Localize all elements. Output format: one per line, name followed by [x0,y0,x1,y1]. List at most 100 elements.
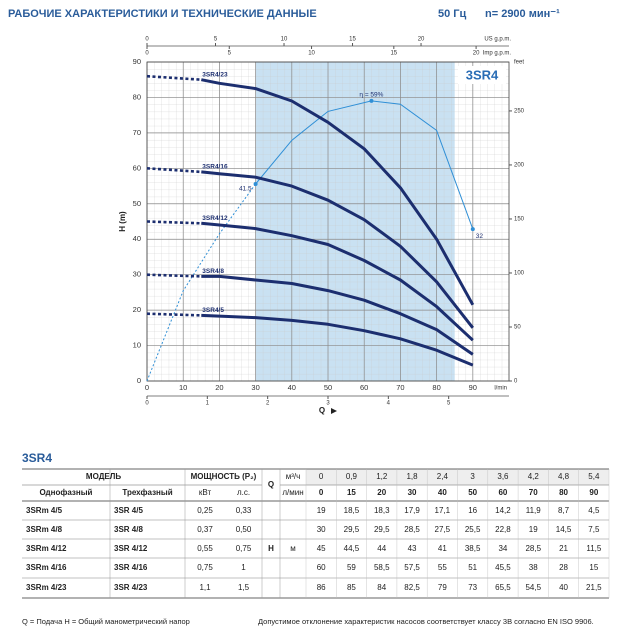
y2-tick-label: 200 [514,163,525,169]
table-cell: 0,75 [197,563,213,572]
y-tick-label: 30 [133,270,141,279]
bottom-axis-tick-label: 4 [387,401,391,407]
curve-label: 3SR4/23 [202,71,228,78]
table-cell: 51 [468,563,477,572]
table-cell: 84 [377,583,386,592]
table-cell: 19 [529,525,538,534]
curve-dashed [146,220,202,225]
efficiency-point [470,227,475,232]
table-cell: 0,37 [197,525,213,534]
table: 3SR4 МОДЕЛЬ МОЩНОСТЬ (P₂) Однофазный Трехфаз… [22,451,610,599]
table-cell: 3SRm 4/12 [26,544,67,553]
x-tick-label: 30 [251,383,259,392]
table-cell: 60 [317,563,326,572]
table-cell: 19 [317,506,326,515]
footer-note: Допустимое отклонение характеристик насо… [258,617,594,626]
efficiency-label: 32 [476,233,484,240]
table-cell: 90 [589,488,598,497]
table-cell: 85 [347,583,356,592]
table-cell: 55 [438,563,447,572]
table-cell: 44 [377,544,386,553]
table-cell: 3SRm 4/23 [26,583,67,592]
table-cell: 0,55 [197,544,213,553]
table-cell: 1,8 [406,472,418,481]
efficiency-label: 41.5 [239,186,252,193]
curve-label: 3SR4/8 [202,268,224,275]
model-label: 3SR4 [466,67,499,82]
table-cell: 29,5 [374,525,390,534]
table-cell: 4,2 [528,472,540,481]
table-cell: 1,5 [238,583,250,592]
table-cell: 70 [529,488,538,497]
table-title: 3SR4 [22,451,52,465]
curve [201,78,475,306]
table-cell: 29,5 [344,525,360,534]
table-cell: 0,33 [236,506,252,515]
table-cell: 28,5 [525,544,541,553]
bottom-axis-tick-label: 2 [266,401,270,407]
table-cell: 20 [377,488,386,497]
table-cell: 45 [317,544,326,553]
table-cell: 1 [241,563,246,572]
table-cell: 3SR 4/8 [114,525,143,534]
table-cell: 38,5 [465,544,481,553]
table-cell: 0,50 [236,525,252,534]
top-axis-tick-label: 10 [308,51,315,57]
top-axis-tick-label: 20 [473,51,480,57]
curve-label: 3SR4/16 [202,164,228,171]
y-tick-label: 40 [133,234,141,243]
table-cell: 11,5 [586,544,602,553]
table-cell: 38 [529,563,538,572]
table-cell: 44,5 [344,544,360,553]
table-cell: 3SR 4/12 [114,544,148,553]
curve-dashed [146,167,202,174]
table-cell: 43 [408,544,417,553]
table-cell: 14,2 [495,506,511,515]
table-cell: м³/ч [286,472,301,481]
table-cell: 45,5 [495,563,511,572]
table-cell: 3SRm 4/8 [26,525,63,534]
table-cell: 2,4 [437,472,449,481]
efficiency-label: η = 59% [359,92,383,99]
table-cell: 80 [559,488,568,497]
bottom-axis-tick-label: 0 [145,401,149,407]
table-cell: H [268,544,274,553]
bottom-axis-tick-label: 1 [206,401,210,407]
footer-legend: Q = Подача H = Общий манометрический нап… [22,617,190,626]
table-cell: 3SR 4/16 [114,563,148,572]
table-cell: кВт [199,488,212,497]
y-tick-label: 0 [137,376,141,385]
table-cell: 57,5 [404,563,420,572]
y-axis-label: H (m) [118,211,127,232]
table-cell: л/мин [282,488,303,497]
table-cell: 41 [438,544,447,553]
table-cell: МОЩНОСТЬ (P₂) [191,472,257,481]
top-axis-tick-label: 0 [145,37,149,43]
table-cell: 4,8 [558,472,570,481]
table-cell: 1,2 [376,472,388,481]
table-cell: 8,7 [558,506,570,515]
bottom-axis-tick-label: 5 [447,401,451,407]
table-cell: 40 [559,583,568,592]
y-tick-label: 60 [133,163,141,172]
x-tick-label: 10 [179,383,187,392]
table-cell: 28,5 [404,525,420,534]
table-cell: 17,1 [435,506,451,515]
x-tick-label: 80 [432,383,440,392]
y-tick-label: 10 [133,341,141,350]
y2-tick-label: 50 [514,325,521,331]
top-axis-tick-label: 0 [145,51,149,57]
q-label: Q [319,406,325,415]
table-cell: 0 [319,488,324,497]
y-tick-label: 80 [133,92,141,101]
table-cell: 3SRm 4/16 [26,563,67,572]
x-tick-label: 50 [324,383,332,392]
table-cell: 60 [498,488,507,497]
table-cell: 14,5 [556,525,572,534]
table-cell: 79 [438,583,447,592]
table-cell: 3SRm 4/5 [26,506,63,515]
table-cell: 0 [319,472,324,481]
efficiency-point [369,98,374,103]
curve-label: 3SR4/5 [202,307,224,314]
